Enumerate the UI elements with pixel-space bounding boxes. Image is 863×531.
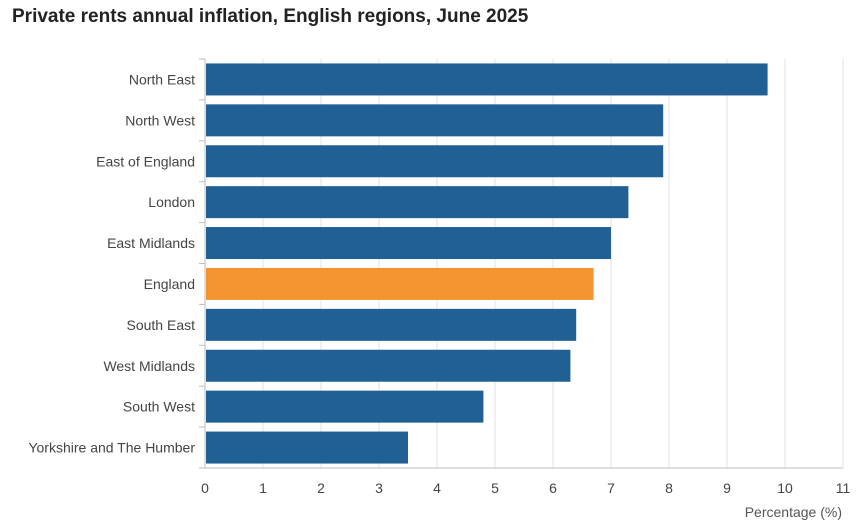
bar-south-west	[206, 390, 484, 423]
bar-london	[206, 186, 629, 219]
bar-england	[206, 267, 594, 300]
x-tick-label: 4	[433, 480, 441, 496]
x-tick-label: 6	[549, 480, 557, 496]
bar-south-east	[206, 308, 577, 341]
category-label: North East	[129, 71, 195, 87]
x-tick-label: 2	[317, 480, 325, 496]
bars	[206, 63, 768, 464]
category-label: London	[148, 194, 195, 210]
bar-north-east	[206, 63, 768, 96]
bar-west-midlands	[206, 349, 571, 382]
category-label: East of England	[96, 153, 195, 169]
category-label: South East	[127, 317, 196, 333]
category-label: East Midlands	[107, 235, 195, 251]
x-tick-label: 5	[491, 480, 499, 496]
category-label: South West	[123, 399, 195, 415]
bar-east-midlands	[206, 227, 611, 260]
category-label: West Midlands	[103, 358, 195, 374]
x-tick-label: 9	[723, 480, 731, 496]
x-tick-label: 11	[836, 480, 851, 496]
category-labels: North East North West East of England Londo…	[28, 71, 195, 455]
x-axis-label: Percentage (%)	[745, 504, 842, 520]
category-label: North West	[125, 112, 195, 128]
category-label: Yorkshire and The Humber	[28, 440, 195, 456]
bar-yorkshire-and-the-humber	[206, 431, 408, 464]
chart-title: Private rents annual inflation, English …	[12, 6, 529, 27]
bar-east-of-england	[206, 145, 664, 178]
x-tick-label: 10	[777, 480, 793, 496]
bar-north-west	[206, 104, 664, 137]
x-tick-label: 1	[259, 480, 267, 496]
axes	[199, 58, 843, 469]
x-tick-label: 7	[607, 480, 615, 496]
x-tick-labels: 0 1 2 3 4 5 6 7 8 9 10 11	[201, 480, 850, 496]
x-tick-label: 8	[665, 480, 673, 496]
x-tick-label: 0	[201, 480, 209, 496]
category-label: England	[144, 276, 195, 292]
x-tick-label: 3	[375, 480, 383, 496]
